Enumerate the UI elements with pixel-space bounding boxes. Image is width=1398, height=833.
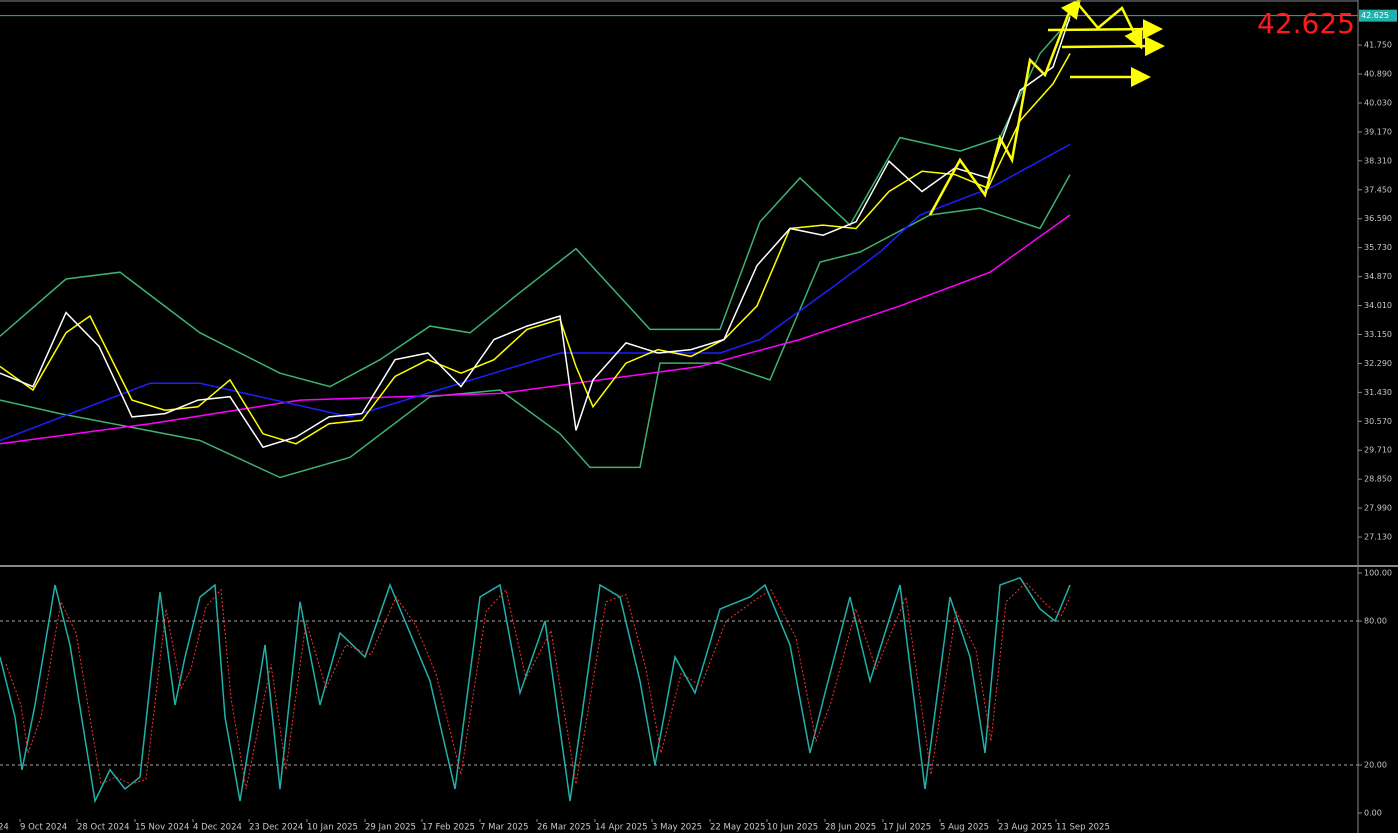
series-line <box>0 576 1071 804</box>
x-tick-label: 29 Jan 2025 <box>365 823 416 833</box>
y-tick-label: 30.570 <box>1364 417 1392 426</box>
series-line <box>0 143 1071 442</box>
x-tick-label: 7 Mar 2025 <box>480 823 528 833</box>
x-tick-label: 22 May 2025 <box>710 823 765 833</box>
y-tick-label: 31.430 <box>1364 388 1392 397</box>
y-tick-label: 27.990 <box>1364 504 1392 513</box>
y-tick-label: 29.710 <box>1364 446 1392 455</box>
series-line <box>5 581 1071 790</box>
y-tick-label: 20.00 <box>1364 761 1387 770</box>
annotation-arrows <box>928 0 1165 216</box>
y-tick-label: 38.310 <box>1364 156 1392 165</box>
x-tick-label: 23 Dec 2024 <box>249 823 303 833</box>
x-tick-label: 17 Jul 2025 <box>883 823 931 833</box>
x-tick-label: 23 Aug 2025 <box>998 823 1052 833</box>
y-tick-label: 34.010 <box>1364 301 1392 310</box>
x-tick-label: 26 Mar 2025 <box>537 823 591 833</box>
x-tick-label: 9 Oct 2024 <box>20 823 67 833</box>
x-tick-label: 17 Feb 2025 <box>422 823 475 833</box>
x-tick-label: 4 Dec 2024 <box>193 823 242 833</box>
y-tick-label: 32.290 <box>1364 359 1392 368</box>
y-tick-label: 36.590 <box>1364 214 1392 223</box>
y-tick-label: 40.030 <box>1364 98 1392 107</box>
x-tick-label: 14 Apr 2025 <box>595 823 648 833</box>
x-tick-label: 3 May 2025 <box>652 823 702 833</box>
y-tick-label: 33.150 <box>1364 330 1392 339</box>
y-tick-label: 39.170 <box>1364 127 1392 136</box>
y-tick-label: 0.00 <box>1364 809 1382 818</box>
current-price-label: 42.625 <box>1257 7 1355 40</box>
series-line <box>0 214 1071 445</box>
x-tick-label: 28 Jun 2025 <box>825 823 876 833</box>
x-tick-label: 15 Nov 2024 <box>135 823 189 833</box>
x-tick-label: 28 Oct 2024 <box>77 823 130 833</box>
x-tick-label: 10 Jan 2025 <box>307 823 358 833</box>
y-tick-label: 27.130 <box>1364 533 1392 542</box>
series-line <box>0 19 1071 388</box>
series-line <box>0 53 1071 445</box>
x-tick-label: 24 <box>0 823 9 833</box>
y-tick-label: 28.850 <box>1364 475 1392 484</box>
x-tick-label: 11 Sep 2025 <box>1056 823 1110 833</box>
price-box <box>1359 9 1397 22</box>
series-line <box>0 174 1071 479</box>
y-tick-label: 34.870 <box>1364 272 1392 281</box>
x-tick-label: 5 Aug 2025 <box>940 823 989 833</box>
y-tick-label: 40.890 <box>1364 70 1392 79</box>
y-tick-label: 37.450 <box>1364 185 1392 194</box>
y-tick-label: 35.730 <box>1364 243 1392 252</box>
x-tick-label: 10 Jun 2025 <box>767 823 818 833</box>
y-tick-label: 100.00 <box>1364 569 1392 578</box>
y-tick-label: 80.00 <box>1364 617 1387 626</box>
price-box-label: 42.625 <box>1361 11 1389 20</box>
series-line <box>0 16 1071 449</box>
y-tick-label: 41.750 <box>1364 41 1392 50</box>
